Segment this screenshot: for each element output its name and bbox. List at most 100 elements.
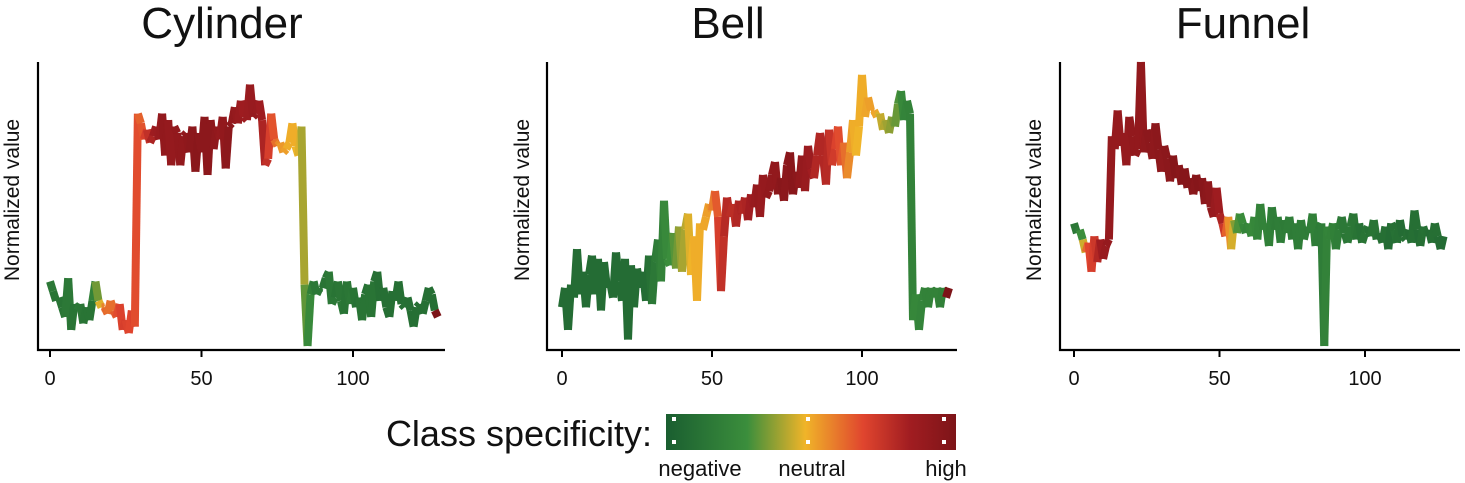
line-segment — [780, 164, 791, 202]
line-segment — [1104, 136, 1116, 240]
legend-label-neutral: neutral — [778, 456, 845, 481]
line-segment — [852, 126, 863, 157]
line-segment — [106, 299, 118, 312]
line-segment — [906, 113, 917, 321]
line-segment — [693, 223, 704, 301]
chart-panel-cylinder: Cylinder Normalized value 0 50 100 — [1, 0, 445, 390]
x-ticks: 0 50 100 — [556, 350, 879, 390]
line-segment — [261, 157, 272, 167]
y-axis-label: Normalized value — [1, 119, 24, 281]
line-segment — [225, 120, 235, 130]
legend-colorbar — [666, 414, 956, 450]
axes — [545, 62, 957, 352]
chart-panel-funnel: Funnel Normalized value 0 50 100 — [1023, 0, 1460, 390]
line-segment — [1320, 226, 1332, 347]
line-segment — [1236, 212, 1247, 225]
line-segment — [176, 135, 188, 166]
line-segment — [313, 286, 324, 297]
line-segment — [318, 277, 330, 290]
line-segment — [394, 280, 406, 305]
line-segment — [267, 113, 279, 140]
line-segment — [810, 155, 821, 179]
line-segment — [282, 140, 293, 151]
line-segment — [1131, 147, 1142, 158]
line-segment — [660, 200, 671, 260]
line-segment — [903, 99, 914, 115]
color-legend: Class specificity: negative neutral high — [386, 413, 967, 481]
line-segment — [1410, 209, 1422, 231]
line-segment — [648, 261, 659, 305]
line-segment — [236, 99, 248, 118]
line-segment — [221, 126, 233, 169]
line-segment — [1358, 231, 1369, 244]
line-segment — [1436, 235, 1448, 251]
line-segment — [942, 286, 953, 299]
line-segment — [582, 274, 593, 308]
x-tick-label: 0 — [1068, 368, 1079, 390]
line-segment — [297, 126, 309, 285]
chart-title: Bell — [691, 0, 764, 48]
chart-title: Funnel — [1176, 0, 1311, 48]
line-segment — [804, 145, 815, 170]
x-ticks: 0 50 100 — [1068, 350, 1382, 390]
line-segment — [255, 100, 267, 121]
line-segment — [170, 124, 181, 135]
line-segment — [85, 300, 97, 321]
line-segment — [403, 296, 415, 312]
line-segment — [418, 299, 430, 315]
line-segment — [891, 103, 902, 128]
line-segment — [55, 296, 66, 309]
line-segment — [765, 174, 776, 192]
line-segment — [678, 229, 689, 273]
line-segment — [1430, 222, 1442, 238]
x-tick-label: 50 — [701, 368, 723, 390]
x-tick-label: 50 — [190, 368, 212, 390]
legend-markers — [672, 417, 946, 444]
line-segment — [1203, 180, 1215, 208]
axes — [36, 62, 445, 352]
line-segment — [864, 96, 875, 112]
line-segment — [816, 132, 827, 157]
line-segment — [1160, 145, 1172, 160]
line-segment — [1125, 116, 1137, 137]
y-axis-label: Normalized value — [1023, 119, 1046, 281]
line-segment — [91, 280, 103, 302]
legend-label-negative: negative — [658, 456, 741, 481]
series-line — [558, 74, 953, 340]
line-segment — [94, 299, 106, 309]
legend-label-high: high — [925, 456, 967, 481]
line-segment — [1212, 187, 1224, 215]
line-segment — [1395, 219, 1407, 237]
line-segment — [146, 134, 157, 145]
line-segment — [333, 280, 345, 302]
line-segment — [303, 294, 315, 347]
x-tick-label: 0 — [556, 368, 567, 390]
line-segment — [328, 295, 339, 306]
line-segment — [250, 110, 259, 120]
line-segment — [843, 151, 854, 179]
x-ticks: 0 50 100 — [44, 350, 370, 390]
x-tick-label: 100 — [1348, 368, 1381, 390]
chart-panel-bell: Bell Normalized value 0 50 100 — [511, 0, 957, 390]
line-segment — [130, 113, 142, 327]
line-segment — [1075, 228, 1087, 241]
line-segment — [409, 306, 421, 328]
axes — [1058, 62, 1460, 352]
x-tick-label: 0 — [44, 368, 55, 390]
line-segment — [358, 293, 370, 321]
series-line — [46, 84, 442, 347]
line-segment — [425, 286, 436, 297]
line-segment — [717, 236, 728, 292]
line-segment — [1215, 212, 1227, 225]
y-axis-label: Normalized value — [511, 119, 534, 281]
series-line — [1070, 61, 1448, 347]
line-segment — [1337, 216, 1349, 234]
line-segment — [1099, 245, 1110, 260]
x-tick-label: 50 — [1208, 368, 1230, 390]
x-tick-label: 100 — [845, 368, 878, 390]
line-segment — [367, 281, 379, 318]
line-segment — [1151, 122, 1163, 150]
line-segment — [699, 216, 710, 231]
line-segment — [46, 280, 57, 293]
line-segment — [915, 300, 926, 331]
